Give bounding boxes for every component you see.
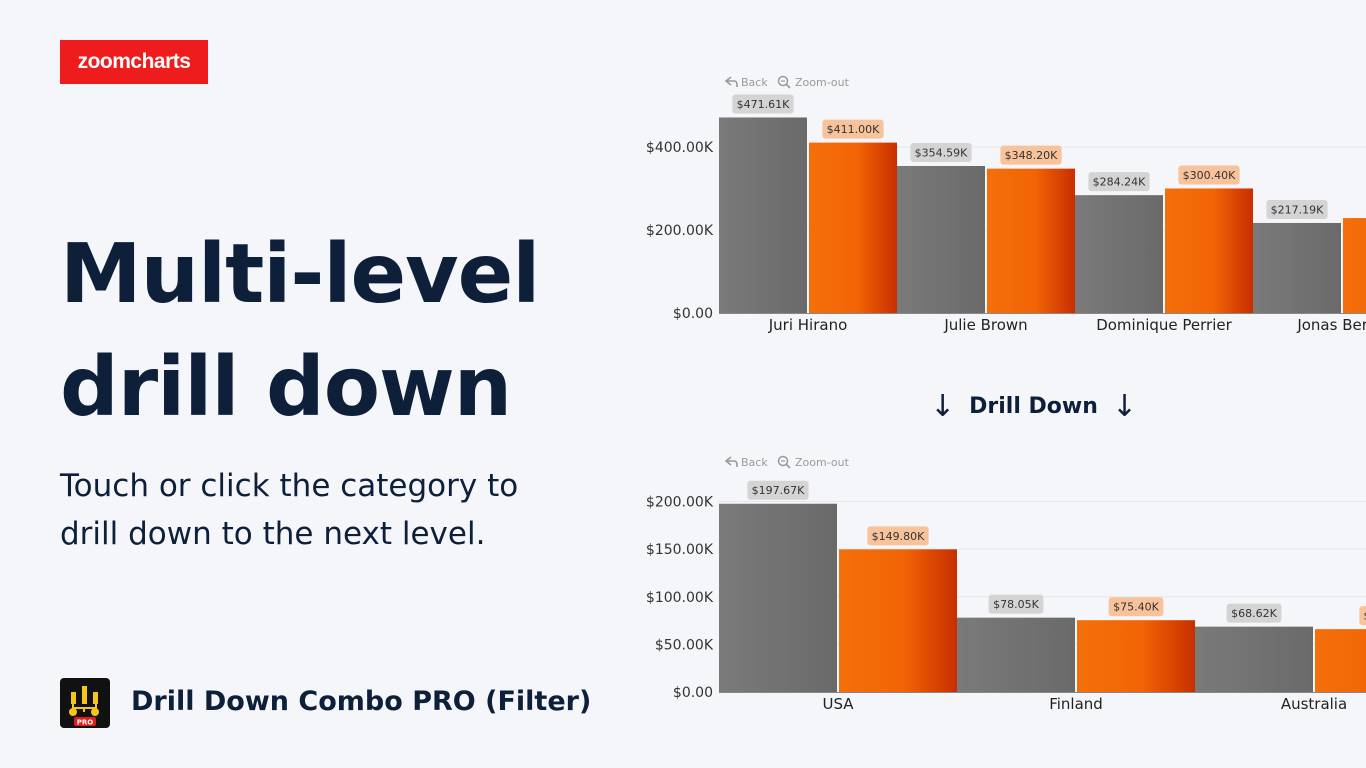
data-label-bg <box>1359 606 1366 626</box>
data-label: $197.67K <box>752 484 805 497</box>
zoom-out-label: Zoom-out <box>795 76 850 89</box>
subtext-line-2: drill down to the next level. <box>60 516 486 552</box>
category-group[interactable]: $197.67K $149.80K <box>719 480 957 692</box>
y-tick-label: $50.00K <box>655 637 714 653</box>
y-tick-label: $100.00K <box>646 590 714 606</box>
zoomcharts-logo: zoomcharts <box>60 40 208 84</box>
data-label-bg <box>1226 603 1282 623</box>
y-tick-label: $200.00K <box>646 495 714 511</box>
data-label: $75.40K <box>1113 601 1159 614</box>
data-label: $348.20K <box>1005 149 1058 162</box>
back-button[interactable]: Back <box>724 456 768 469</box>
data-label-bg <box>1178 165 1240 185</box>
data-label-bg <box>747 480 809 500</box>
zoom-out-icon <box>777 75 789 87</box>
category-label[interactable]: Dominique Perrier <box>1096 316 1232 334</box>
category-label[interactable]: Julie Brown <box>943 316 1027 334</box>
y-tick-label: $150.00K <box>646 542 714 558</box>
data-label: $354.59K <box>915 146 968 159</box>
bar-orange[interactable] <box>1165 188 1253 313</box>
category-group[interactable]: $471.61K $411.00K <box>719 94 897 313</box>
product-badge: PRO <box>77 719 94 727</box>
data-label-bg <box>1108 597 1164 617</box>
bar-orange[interactable] <box>809 142 897 313</box>
category-label[interactable]: Finland <box>1049 695 1103 713</box>
bar-gray[interactable] <box>1195 626 1313 692</box>
bar-orange[interactable] <box>987 168 1075 313</box>
data-label: $284.24K <box>1093 176 1146 189</box>
y-tick-label: $200.00K <box>646 223 714 239</box>
zoom-out-icon <box>777 455 789 467</box>
bar-gray[interactable] <box>1075 195 1163 313</box>
down-arrow-icon: ↓ <box>930 388 956 424</box>
back-button[interactable]: Back <box>724 76 768 89</box>
headline-line-2: drill down <box>60 340 512 436</box>
category-group[interactable]: $217.19K$ <box>1253 195 1366 313</box>
back-icon <box>724 456 738 467</box>
chart-toolbar: Back Zoom-out <box>724 75 850 89</box>
data-label-bg <box>822 119 884 139</box>
bar-gray[interactable] <box>1253 222 1341 313</box>
category-label[interactable]: Australia <box>1281 695 1347 713</box>
category-group[interactable]: $78.05K $75.40K <box>957 594 1195 692</box>
data-label: $68.62K <box>1231 607 1277 620</box>
bar-gray[interactable] <box>719 117 807 313</box>
drill-down-label: ↓ Drill Down ↓ <box>930 388 1137 424</box>
product-icon: PRO <box>60 678 110 728</box>
bar-gray[interactable] <box>897 165 985 313</box>
data-label-bg <box>1266 199 1328 219</box>
bar-orange[interactable] <box>1315 629 1366 692</box>
chart-toolbar: Back Zoom-out <box>724 455 850 469</box>
category-group[interactable]: $284.24K $300.40K <box>1075 165 1253 313</box>
subtext: Touch or click the category to drill dow… <box>60 462 580 558</box>
data-label-bg <box>910 142 972 162</box>
bar-orange[interactable] <box>1077 620 1195 692</box>
bar-gray[interactable] <box>719 503 837 692</box>
bottom-drilldown-chart[interactable]: Back Zoom-out $0.00 $50.00K $100.00K $150.00K… <box>600 446 1366 726</box>
category-group[interactable]: $68.62K $66 <box>1195 603 1366 692</box>
y-tick-label: $0.00 <box>673 306 713 322</box>
y-tick-label: $0.00 <box>673 685 713 701</box>
product-name: Drill Down Combo PRO (Filter) <box>131 686 592 717</box>
category-label[interactable]: USA <box>822 695 854 713</box>
headline-line-1: Multi-level <box>60 227 540 322</box>
subtext-line-1: Touch or click the category to <box>60 468 519 504</box>
data-label-bg <box>988 594 1044 614</box>
data-label: $471.61K <box>737 98 790 111</box>
zoom-out-label: Zoom-out <box>795 456 850 469</box>
category-group[interactable]: $354.59K $348.20K <box>897 142 1075 313</box>
bar-gray[interactable] <box>957 617 1075 692</box>
headline: Multi-level drill down <box>60 218 540 444</box>
data-label-bg <box>1088 172 1150 192</box>
data-label-bg <box>1000 145 1062 165</box>
top-drilldown-chart[interactable]: Back Zoom-out $0.00 $200.00K $400.00K $471.61… <box>600 66 1366 346</box>
category-label[interactable]: Jonas Bergu <box>1296 316 1366 334</box>
back-label: Back <box>741 456 768 469</box>
data-label-bg <box>867 526 929 546</box>
bar-orange[interactable] <box>1343 218 1366 313</box>
y-tick-label: $400.00K <box>646 140 714 156</box>
data-label: $149.80K <box>872 530 925 543</box>
data-label: $66 <box>1364 610 1366 623</box>
category-label[interactable]: Juri Hirano <box>768 316 848 334</box>
data-label: $217.19K <box>1271 203 1324 216</box>
data-label: $78.05K <box>993 598 1039 611</box>
back-label: Back <box>741 76 768 89</box>
bar-orange[interactable] <box>839 549 957 692</box>
back-icon <box>724 76 738 87</box>
drill-down-text: Drill Down <box>969 393 1098 419</box>
zoom-out-button[interactable]: Zoom-out <box>777 75 850 89</box>
zoom-out-button[interactable]: Zoom-out <box>777 455 850 469</box>
data-label: $300.40K <box>1183 169 1236 182</box>
down-arrow-icon: ↓ <box>1111 388 1138 424</box>
data-label-bg <box>732 94 794 114</box>
data-label: $411.00K <box>827 123 880 136</box>
